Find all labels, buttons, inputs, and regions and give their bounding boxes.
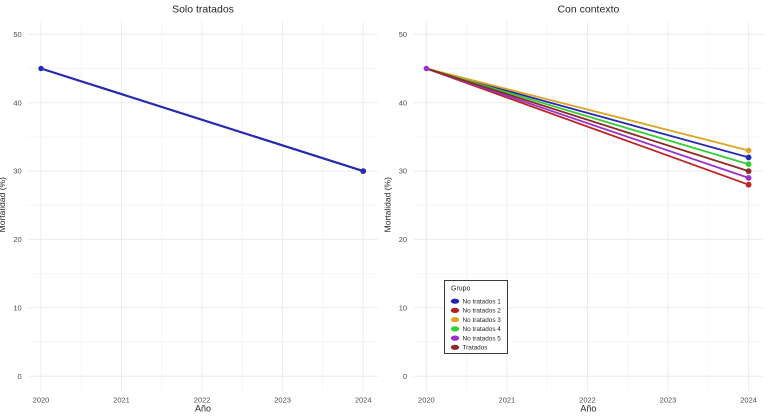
svg-text:Mortalidad (%): Mortalidad (%) <box>383 177 393 232</box>
svg-text:No tratados 3: No tratados 3 <box>463 317 502 324</box>
svg-text:Solo tratados: Solo tratados <box>172 4 234 16</box>
svg-text:2020: 2020 <box>418 396 435 405</box>
svg-text:50: 50 <box>399 30 407 39</box>
svg-text:30: 30 <box>399 167 407 176</box>
svg-text:2024: 2024 <box>740 396 757 405</box>
svg-text:2021: 2021 <box>113 396 130 405</box>
svg-text:40: 40 <box>13 98 21 107</box>
svg-text:2023: 2023 <box>274 396 291 405</box>
svg-text:0: 0 <box>18 372 22 381</box>
svg-text:Con contexto: Con contexto <box>557 4 619 16</box>
svg-text:Año: Año <box>195 404 211 414</box>
svg-text:20: 20 <box>399 235 407 244</box>
svg-text:50: 50 <box>13 30 21 39</box>
svg-text:No tratados 5: No tratados 5 <box>463 335 502 342</box>
svg-text:2022: 2022 <box>194 396 211 405</box>
svg-text:Grupo: Grupo <box>451 286 471 293</box>
svg-text:20: 20 <box>13 235 21 244</box>
svg-text:40: 40 <box>399 98 407 107</box>
svg-text:10: 10 <box>13 303 21 312</box>
svg-text:2021: 2021 <box>499 396 516 405</box>
svg-text:2022: 2022 <box>579 396 596 405</box>
svg-text:No tratados 4: No tratados 4 <box>463 326 502 333</box>
svg-text:2023: 2023 <box>660 396 677 405</box>
svg-text:Año: Año <box>580 404 596 414</box>
svg-text:No tratados 1: No tratados 1 <box>463 298 502 305</box>
svg-text:2020: 2020 <box>33 396 50 405</box>
svg-text:0: 0 <box>403 372 407 381</box>
svg-text:30: 30 <box>13 167 21 176</box>
svg-text:2024: 2024 <box>355 396 372 405</box>
svg-text:No tratados 2: No tratados 2 <box>463 308 502 315</box>
svg-text:Mortalidad (%): Mortalidad (%) <box>0 177 7 232</box>
svg-text:10: 10 <box>399 303 407 312</box>
svg-text:Tratados: Tratados <box>463 345 488 352</box>
